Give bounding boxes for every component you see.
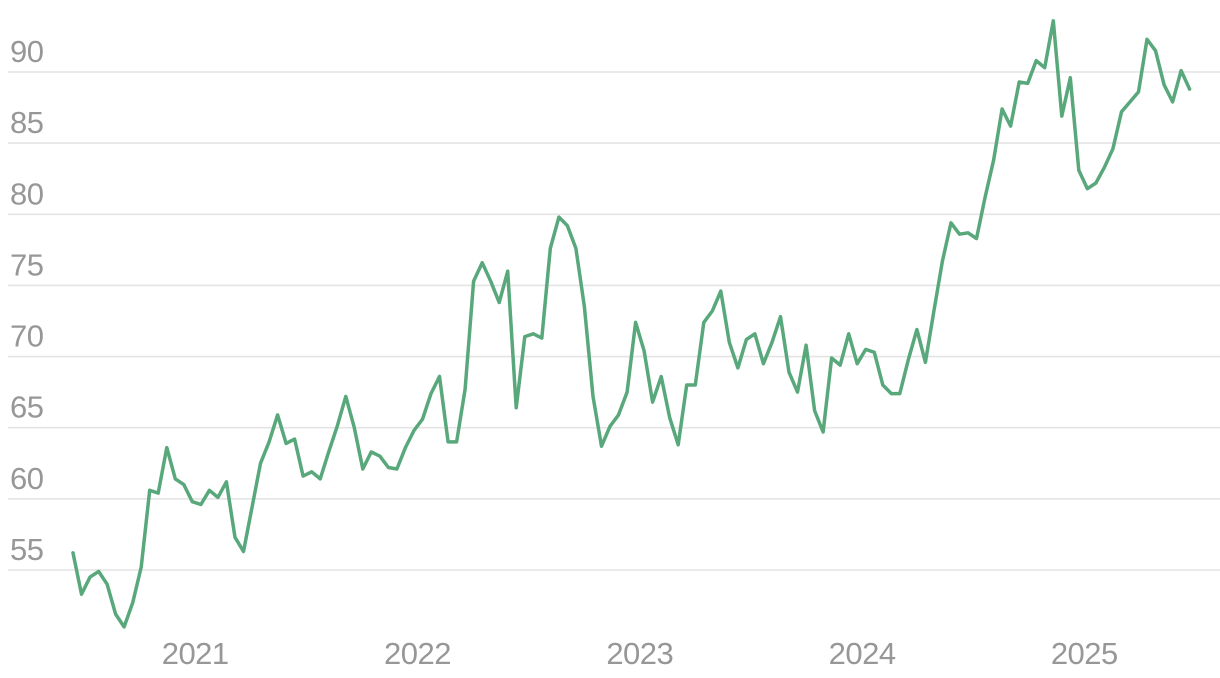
x-tick-label: 2025 (1051, 636, 1118, 671)
y-tick-label: 80 (10, 176, 44, 211)
y-tick-label: 85 (10, 105, 43, 140)
x-tick-label: 2024 (829, 636, 896, 671)
y-tick-label: 60 (10, 461, 44, 496)
x-tick-label: 2021 (162, 636, 229, 671)
x-tick-label: 2022 (384, 636, 451, 671)
y-tick-label: 75 (10, 247, 43, 282)
y-tick-label: 55 (10, 532, 43, 567)
series-line (71, 19, 1192, 629)
y-tick-label: 90 (10, 34, 44, 69)
y-grid (8, 71, 1220, 571)
y-tick-label: 65 (10, 390, 43, 425)
x-tick-label: 2023 (606, 636, 673, 671)
x-tick-labels: 2021 2022 2023 2024 2025 (162, 636, 1119, 671)
y-tick-label: 70 (10, 319, 44, 354)
y-tick-labels: 55 60 65 70 75 80 85 90 (10, 34, 44, 567)
